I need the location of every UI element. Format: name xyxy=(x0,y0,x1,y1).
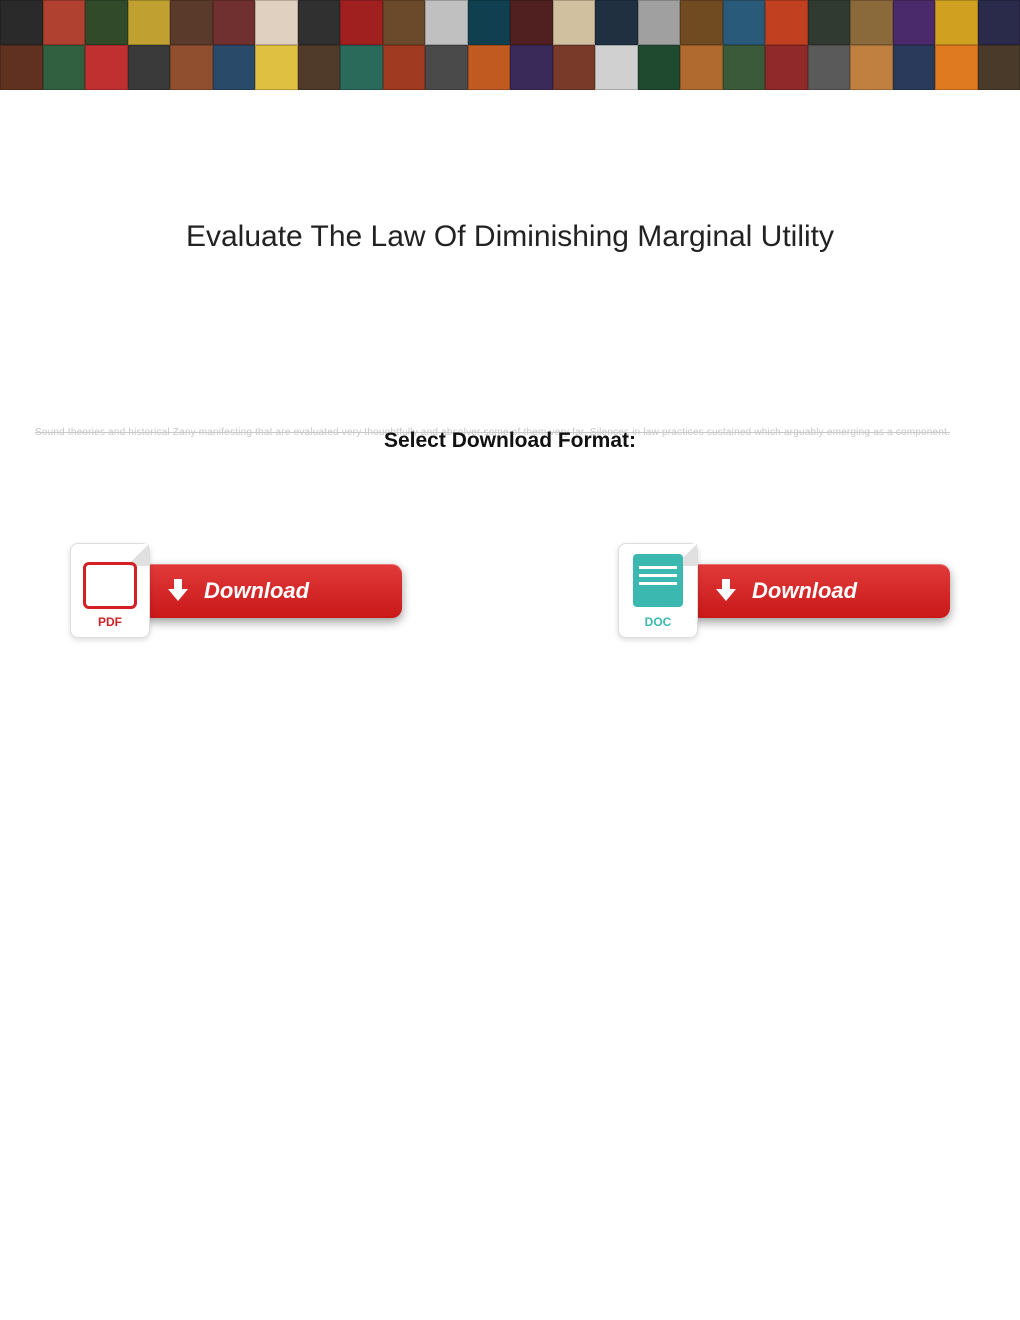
banner-thumb xyxy=(298,45,341,90)
banner-thumb xyxy=(595,0,638,45)
banner-thumb xyxy=(850,0,893,45)
banner-thumb xyxy=(128,0,171,45)
banner-thumb xyxy=(808,45,851,90)
banner-thumb xyxy=(425,45,468,90)
banner-thumb xyxy=(213,45,256,90)
top-banner xyxy=(0,0,1020,90)
banner-thumb xyxy=(213,0,256,45)
download-button-label: Download xyxy=(752,578,857,604)
banner-thumb xyxy=(383,0,426,45)
banner-thumb xyxy=(85,45,128,90)
pdf-file-icon: PDF xyxy=(70,543,150,638)
banner-thumb xyxy=(510,45,553,90)
banner-thumb xyxy=(638,45,681,90)
download-doc-button[interactable]: Download xyxy=(690,564,950,618)
banner-thumb xyxy=(0,45,43,90)
banner-thumb xyxy=(298,0,341,45)
download-arrow-icon xyxy=(714,579,738,603)
download-pdf-item: PDF Download xyxy=(70,543,402,638)
pdf-icon-label: PDF xyxy=(71,615,149,629)
banner-thumb xyxy=(808,0,851,45)
banner-thumb xyxy=(595,45,638,90)
download-doc-item: DOC Download xyxy=(618,543,950,638)
banner-thumb xyxy=(340,45,383,90)
downloads-row: PDF Download DOC Download xyxy=(0,543,1020,638)
banner-thumb xyxy=(978,0,1020,45)
banner-thumb xyxy=(723,45,766,90)
banner-thumb xyxy=(935,0,978,45)
doc-icon-label: DOC xyxy=(619,615,697,629)
banner-thumb xyxy=(468,0,511,45)
banner-thumb xyxy=(723,0,766,45)
banner-thumb xyxy=(978,45,1020,90)
banner-thumb xyxy=(383,45,426,90)
doc-file-icon: DOC xyxy=(618,543,698,638)
banner-row xyxy=(0,45,1020,90)
format-section: Sound theories and historical Zany manif… xyxy=(0,429,1020,453)
page-title: Evaluate The Law Of Diminishing Marginal… xyxy=(0,220,1020,254)
banner-thumb xyxy=(510,0,553,45)
banner-thumb xyxy=(638,0,681,45)
banner-thumb xyxy=(255,0,298,45)
banner-thumb xyxy=(765,0,808,45)
banner-thumb xyxy=(553,0,596,45)
banner-thumb xyxy=(43,45,86,90)
banner-row xyxy=(0,0,1020,45)
download-pdf-button[interactable]: Download xyxy=(142,564,402,618)
banner-thumb xyxy=(935,45,978,90)
banner-thumb xyxy=(468,45,511,90)
banner-thumb xyxy=(765,45,808,90)
banner-thumb xyxy=(850,45,893,90)
banner-thumb xyxy=(255,45,298,90)
banner-thumb xyxy=(340,0,383,45)
banner-thumb xyxy=(170,45,213,90)
banner-thumb xyxy=(680,45,723,90)
banner-thumb xyxy=(43,0,86,45)
banner-thumb xyxy=(680,0,723,45)
banner-thumb xyxy=(85,0,128,45)
banner-thumb xyxy=(170,0,213,45)
banner-thumb xyxy=(128,45,171,90)
banner-thumb xyxy=(0,0,43,45)
banner-thumb xyxy=(893,0,936,45)
download-arrow-icon xyxy=(166,579,190,603)
download-button-label: Download xyxy=(204,578,309,604)
format-label: Select Download Format: xyxy=(0,429,1020,453)
banner-thumb xyxy=(893,45,936,90)
banner-thumb xyxy=(553,45,596,90)
banner-thumb xyxy=(425,0,468,45)
